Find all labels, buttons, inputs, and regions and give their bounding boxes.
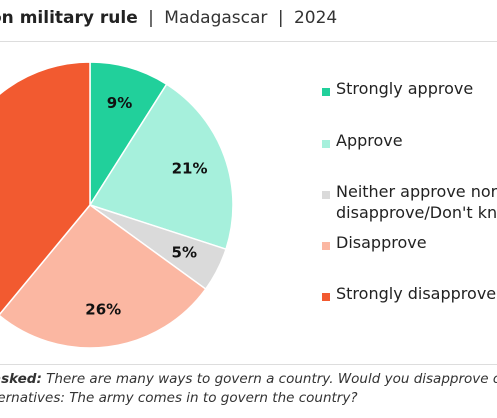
pie-slice-disapprove [0,203,207,349]
pie-chart: 9% 21% 5% 26% [0,61,234,349]
chart-title: on military rule | Madagascar | 2024 [0,5,497,31]
question-text-line2: ternatives: The army comes in to govern … [0,390,358,406]
question-note: asked: There are many ways to govern a c… [0,370,497,408]
legend-swatch [322,293,330,301]
bottom-divider [0,364,497,365]
title-topic: on military rule [0,8,138,28]
legend-swatch [322,88,330,96]
pie-slice-strongly-disapprove [0,61,91,315]
title-separator: | [277,8,284,28]
legend-label: Disapprove [336,233,427,252]
legend-label: Strongly disapprove [336,284,497,303]
pie-slice-approve [88,83,234,251]
pie-data-label: 9% [107,94,132,112]
legend-label: Neither approve nor [336,182,497,201]
legend-label: Strongly approve [336,79,474,98]
question-label: asked: [0,371,42,387]
legend-swatch [322,191,330,199]
legend-swatch [322,140,330,148]
legend-label: Approve [336,131,403,150]
top-divider [0,41,497,42]
legend-label: disapprove/Don't know [336,203,497,222]
pie-slice-strongly-approve [89,61,168,208]
question-text-line1: There are many ways to govern a country.… [46,371,497,387]
title-country: Madagascar [164,8,268,28]
title-separator: | [148,8,154,28]
title-year: 2024 [293,8,338,28]
legend-swatch [322,242,330,250]
pie-data-label: 21% [172,160,208,178]
pie-data-label: 5% [172,244,197,262]
pie-slices [0,61,234,349]
pie-data-labels: 9% 21% 5% 26% [85,94,207,319]
pie-data-label: 26% [85,300,121,318]
